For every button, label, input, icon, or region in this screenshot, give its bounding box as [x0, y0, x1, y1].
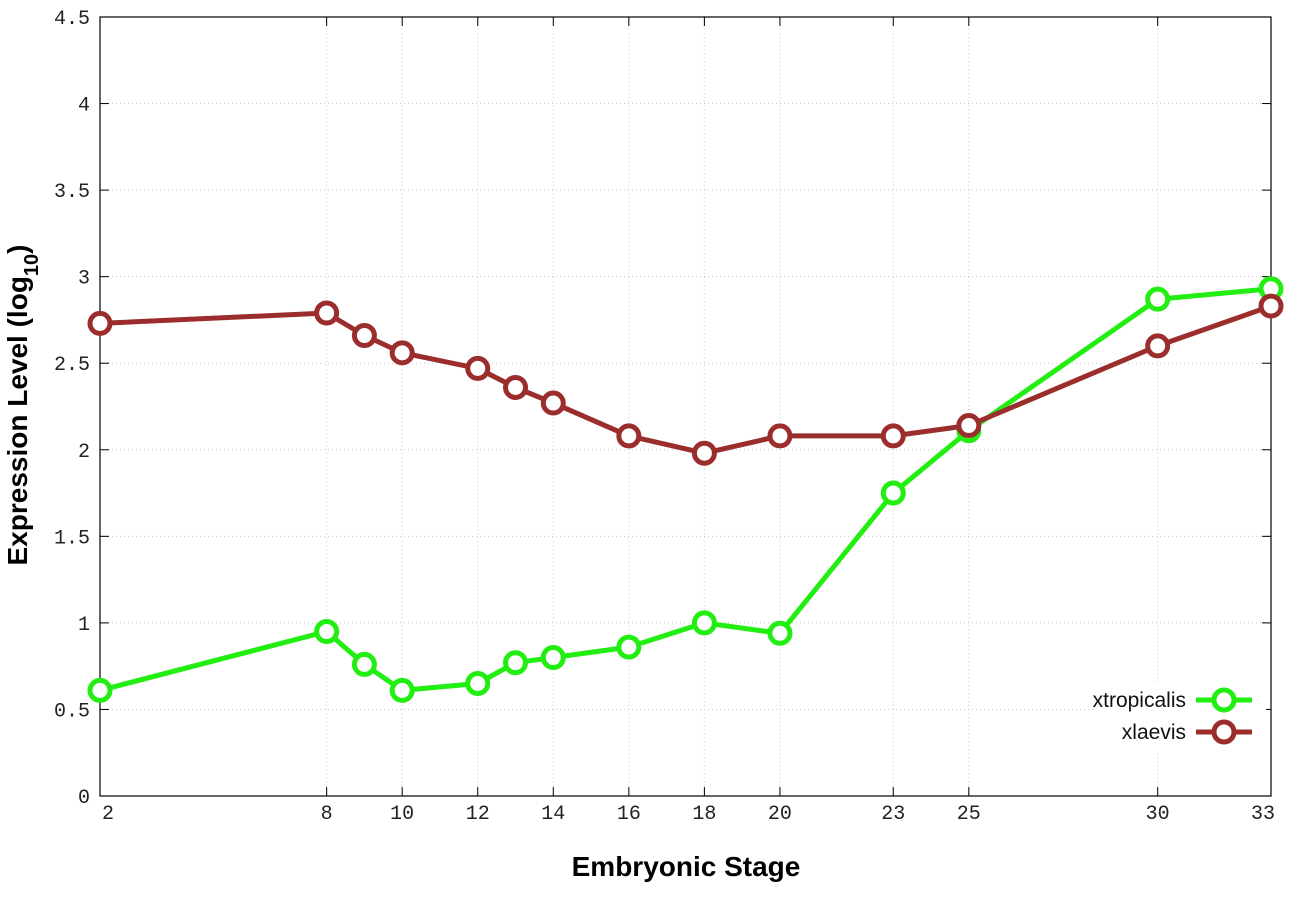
- y-tick-label: 3.5: [54, 181, 90, 204]
- data-point: [767, 423, 793, 449]
- x-tick-label: 16: [617, 803, 641, 826]
- legend-background: [1094, 682, 1266, 750]
- data-point: [880, 423, 906, 449]
- x-tick-label: 8: [321, 803, 333, 826]
- x-tick-label: 23: [881, 803, 905, 826]
- data-point: [389, 340, 415, 366]
- data-point: [616, 423, 642, 449]
- data-point: [880, 480, 906, 506]
- data-point: [503, 374, 529, 400]
- data-point: [540, 645, 566, 671]
- y-axis-title-suffix: ): [2, 245, 33, 254]
- data-point: [314, 619, 340, 645]
- x-tick-label: 2: [102, 803, 114, 826]
- data-point: [540, 390, 566, 416]
- y-tick-label: 0.5: [54, 700, 90, 723]
- legend: xtropicalis xlaevis: [1093, 682, 1266, 750]
- data-point: [87, 310, 113, 336]
- y-tick-label: 4: [78, 95, 90, 118]
- x-tick-label: 10: [390, 803, 414, 826]
- axis-ticks: 0 0.5 1 1.5 2 2.5 3 3.5 4 4.5 2 8 10 12 14 16 18 20 23 25 30…: [54, 8, 1275, 826]
- legend-swatch-marker: [1211, 719, 1237, 745]
- data-point: [1258, 293, 1284, 319]
- series-layer: [87, 276, 1284, 703]
- data-point: [1145, 333, 1171, 359]
- x-tick-label: 30: [1146, 803, 1170, 826]
- x-tick-label: 18: [692, 803, 716, 826]
- data-point: [503, 650, 529, 676]
- legend-label: xtropicalis: [1093, 689, 1186, 712]
- legend-swatch-marker: [1211, 687, 1237, 713]
- y-tick-label: 2: [78, 441, 90, 464]
- series-xtropicalis: [87, 276, 1284, 703]
- data-point: [351, 651, 377, 677]
- x-axis-title: Embryonic Stage: [572, 851, 801, 882]
- data-point: [389, 677, 415, 703]
- data-point: [465, 670, 491, 696]
- x-tick-label: 20: [768, 803, 792, 826]
- data-point: [351, 323, 377, 349]
- x-tick-label: 12: [466, 803, 490, 826]
- legend-item: xlaevis: [1122, 719, 1252, 745]
- data-point: [767, 620, 793, 646]
- x-tick-label: 33: [1251, 803, 1275, 826]
- x-tick-label: 25: [957, 803, 981, 826]
- y-axis-title-prefix: Expression Level (log: [2, 276, 33, 565]
- y-tick-label: 0: [78, 787, 90, 810]
- legend-label: xlaevis: [1122, 721, 1186, 744]
- series-line: [99, 303, 1272, 456]
- y-tick-label: 1.5: [54, 527, 90, 550]
- y-tick-label: 3: [78, 268, 90, 291]
- y-axis-title: Expression Level (log10): [2, 245, 43, 566]
- data-point: [465, 355, 491, 381]
- data-point: [691, 440, 717, 466]
- series-xlaevis: [87, 293, 1284, 466]
- grid: [100, 17, 1271, 796]
- plot-frame: [99, 16, 1272, 797]
- y-tick-label: 4.5: [54, 8, 90, 31]
- data-point: [616, 634, 642, 660]
- y-axis-title-subscript: 10: [21, 254, 43, 276]
- data-point: [1145, 286, 1171, 312]
- y-tick-label: 1: [78, 614, 90, 637]
- legend-item: xtropicalis: [1093, 687, 1252, 713]
- data-point: [956, 413, 982, 439]
- series-line: [99, 286, 1272, 693]
- plot-border: [99, 16, 1272, 797]
- data-point: [691, 610, 717, 636]
- y-tick-label: 2.5: [54, 354, 90, 377]
- x-tick-label: 14: [541, 803, 565, 826]
- data-point: [314, 300, 340, 326]
- data-point: [87, 677, 113, 703]
